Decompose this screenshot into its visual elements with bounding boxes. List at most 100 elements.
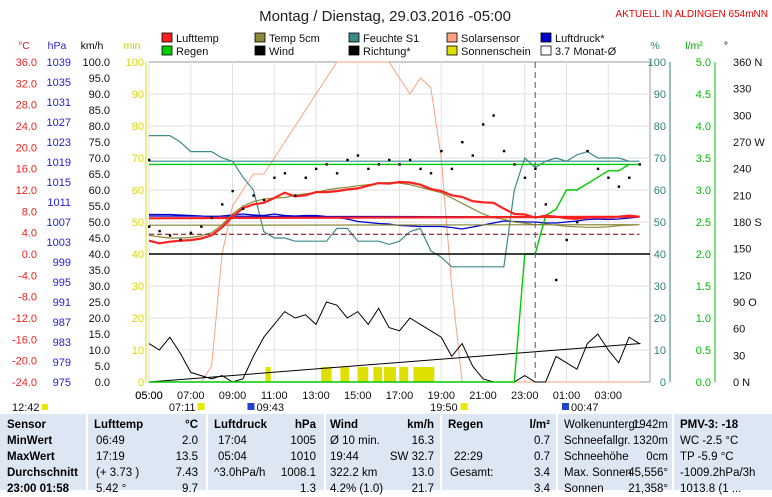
- stats-time: 17:04: [218, 435, 247, 447]
- y-tick-label: -16.0: [12, 334, 37, 346]
- y-tick-label: 20.0: [16, 142, 37, 154]
- y-tick-label: 50: [132, 217, 144, 229]
- axis-unit-label: l/m²: [685, 40, 703, 52]
- stats-time: 19:44: [330, 451, 359, 463]
- stats-label: Schneefallgr.: [564, 435, 631, 447]
- y-tick-label: 100: [648, 57, 666, 69]
- y-tick-label: 28.0: [16, 100, 37, 112]
- y-tick-label: 1035: [47, 77, 71, 89]
- stats-wind: Wind km/h Ø 10 min. 16.3 19:44 SW 32.7 322.…: [326, 414, 442, 495]
- legend: Lufttemp Temp 5cm Feuchte S1 Solarsensor Luf…: [161, 32, 617, 58]
- y-tick-label: 360 N: [733, 57, 762, 69]
- y-tick-label: 0: [660, 377, 666, 389]
- x-tick-label: 05:00: [135, 390, 163, 402]
- wind-direction-dot: [179, 238, 182, 242]
- wind-direction-dot: [283, 172, 287, 175]
- wind-direction-dot: [575, 221, 579, 224]
- stats-value: 0.7: [534, 451, 550, 463]
- axis-units: °C hPa km/h min% l/m² °: [18, 40, 728, 52]
- y-tick-label: 0.0: [22, 249, 37, 261]
- stats-regen: Regen l/m² 0.7 22:29 0.7 Gesamt: 3.4 3.4: [442, 414, 558, 495]
- x-tick-label: 09:00: [219, 390, 247, 402]
- axis-unit-label: min: [124, 40, 141, 52]
- y-tick-label: 70: [132, 153, 144, 165]
- y-tick-label: 120: [733, 270, 751, 282]
- y-tick-label: 30: [654, 281, 666, 293]
- y-tick-label: 2.5: [696, 217, 711, 229]
- legend-swatch: [540, 32, 552, 43]
- wind-direction-dot: [148, 225, 151, 228]
- y-tick-label: 80: [132, 121, 144, 133]
- legend-swatch: [254, 32, 266, 43]
- stats-value: 13.5: [175, 451, 198, 463]
- y-tick-label: 20.0: [89, 313, 110, 325]
- wind-direction-dot: [607, 176, 610, 179]
- y-tick-label: 90.0: [89, 89, 110, 101]
- wind-direction-dot: [189, 231, 193, 235]
- x-tick-label: 11:00: [261, 390, 288, 402]
- stats-label: Wolkenuntergr.: [564, 419, 642, 431]
- stats-value: 1005: [290, 435, 316, 447]
- y-tick-label: -24.0: [12, 377, 37, 389]
- y-tick-label: 270 W: [733, 137, 765, 149]
- y-tick-label: 8.0: [22, 206, 37, 218]
- y-tick-label: 40: [132, 249, 144, 261]
- y-tick-label: 975: [53, 377, 71, 389]
- sunshine-bar: [357, 367, 369, 382]
- stats-value: 2.0: [182, 435, 198, 447]
- y-tick-label: 50: [654, 217, 666, 229]
- stats-unit: hPa: [294, 419, 316, 431]
- y-tick-label: 25.0: [89, 297, 110, 309]
- y-tick-label: 12.0: [16, 185, 37, 197]
- wind-direction-dot: [168, 234, 172, 237]
- y-tick-label: 1031: [47, 97, 71, 109]
- series-line-regen: [149, 163, 640, 383]
- y-tick-label: 85.0: [89, 105, 110, 117]
- y-tick-label: 1019: [47, 157, 71, 169]
- wind-direction-dot: [429, 172, 433, 175]
- legend-label: Regen: [176, 46, 208, 58]
- y-tick-label: 979: [53, 357, 71, 369]
- legend-swatch: [348, 32, 360, 43]
- stats-time: ^3.0hPa/h: [214, 467, 266, 479]
- sunrise-label: 07:11: [169, 402, 196, 414]
- stats-sensor: Sensor MinWert MaxWert Durchschnitt 23:0…: [0, 414, 88, 495]
- stats-unit: km/h: [407, 419, 434, 431]
- sunshine-bar: [321, 367, 332, 382]
- wind-direction-dot: [461, 141, 464, 144]
- y-tick-label: 40.0: [89, 249, 110, 261]
- y-tick-label: 1.0: [696, 313, 711, 325]
- y-tick-label: 4.0: [696, 121, 711, 133]
- y-tick-label: 5.0: [696, 57, 711, 69]
- time-markers: 12:42 07:11 09:43 19:50 00:47: [12, 62, 599, 414]
- wind-direction-dot: [408, 158, 412, 162]
- x-tick-label: 05:00: [135, 390, 163, 402]
- stats-header: Luftdruck: [214, 419, 268, 431]
- status-text: AKTUELL IN ALDINGEN 654mNN: [616, 9, 768, 20]
- wind-direction-dot: [471, 154, 474, 157]
- stats-label: MinWert: [7, 435, 53, 447]
- y-tick-label: 30.0: [89, 281, 110, 293]
- stats-value: 0.7: [534, 435, 550, 447]
- y-tick-label: 16.0: [16, 164, 37, 176]
- sunshine-bar: [265, 367, 271, 382]
- y-tick-label: 10.0: [89, 345, 110, 357]
- y-tick-label: 210: [733, 190, 751, 202]
- x-tick-label: 19:00: [427, 390, 455, 402]
- y-tick-label: 32.0: [16, 78, 37, 90]
- y-tick-label: 65.0: [89, 169, 110, 181]
- wind-direction-dot: [367, 167, 370, 171]
- legend-label: Feuchte S1: [363, 33, 419, 45]
- moonrise-label: 09:43: [256, 402, 284, 414]
- stats-header: Sensor: [7, 419, 46, 431]
- y-tick-label: 36.0: [16, 57, 37, 69]
- y-tick-label: 10: [132, 345, 144, 357]
- y-tick-label: 75.0: [89, 137, 110, 149]
- wind-direction-dot: [555, 278, 558, 282]
- wind-direction-dot: [628, 176, 631, 179]
- wind-direction-dot: [200, 225, 203, 228]
- stats-value: SW 32.7: [389, 451, 434, 463]
- stats-time: 17:19: [96, 451, 125, 463]
- stats-header: Wind: [330, 419, 358, 431]
- wind-direction-dot: [304, 176, 307, 179]
